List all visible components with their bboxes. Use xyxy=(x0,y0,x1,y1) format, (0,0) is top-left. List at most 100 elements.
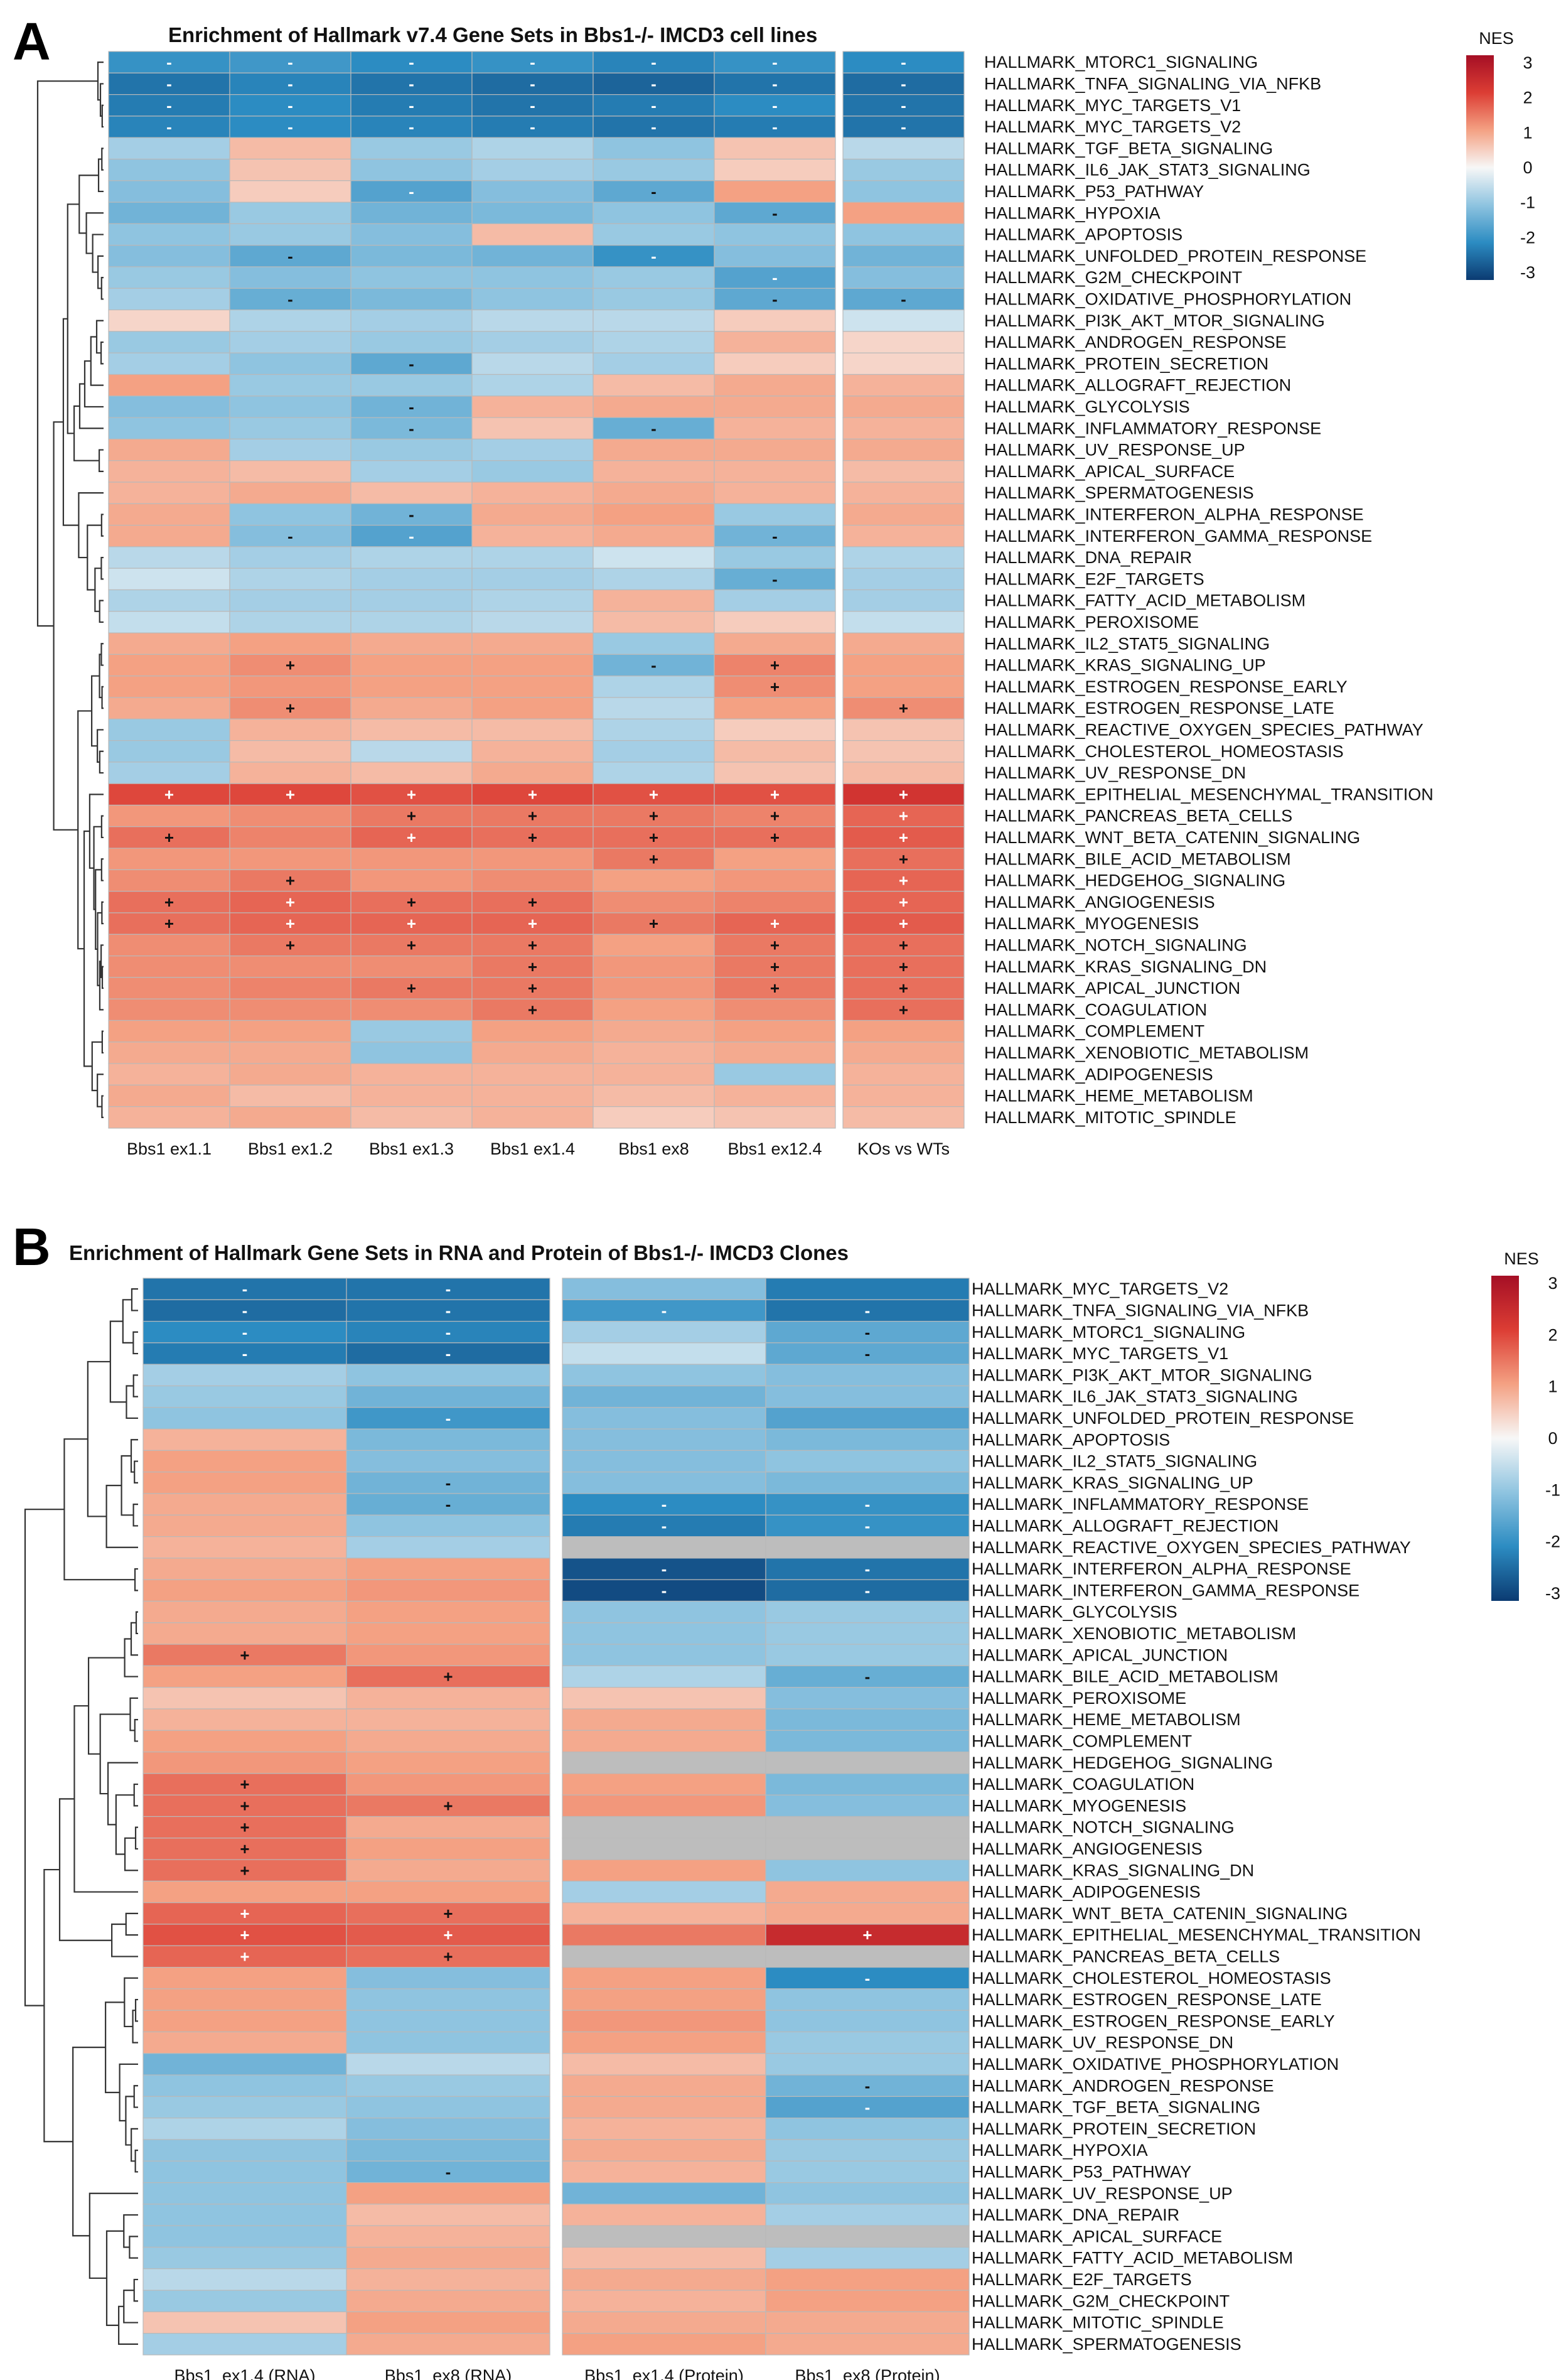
column-label: Bbs1_ex1.4 (Protein) xyxy=(584,2366,744,2380)
significance-mark: - xyxy=(242,1323,248,1342)
row-label: HALLMARK_OXIDATIVE_PHOSPHORYLATION xyxy=(984,289,1351,308)
significance-mark: - xyxy=(662,1581,667,1600)
heatmap-cell xyxy=(346,2290,550,2313)
heatmap-cell xyxy=(229,288,351,311)
significance-mark: - xyxy=(242,1301,248,1320)
heatmap-cell xyxy=(842,180,965,203)
heatmap-cell xyxy=(714,546,836,569)
heatmap-cell xyxy=(765,1773,970,1796)
significance-mark: - xyxy=(530,53,535,72)
heatmap-cell xyxy=(714,912,836,935)
heatmap-cell xyxy=(714,1020,836,1043)
heatmap-cell xyxy=(346,2096,550,2119)
significance-mark: + xyxy=(164,914,174,933)
heatmap-cell xyxy=(346,1407,550,1430)
heatmap-cell xyxy=(842,1063,965,1085)
heatmap-cell xyxy=(562,1902,766,1925)
significance-mark: + xyxy=(286,871,295,890)
dendrogram-branch xyxy=(97,729,104,763)
heatmap-cell xyxy=(562,2246,766,2270)
significance-mark: - xyxy=(166,117,172,136)
row-label: HALLMARK_XENOBIOTIC_METABOLISM xyxy=(984,1043,1309,1062)
heatmap-cell xyxy=(714,1084,836,1107)
heatmap-cell xyxy=(108,568,230,591)
heatmap-cell xyxy=(142,1773,347,1796)
heatmap-cell xyxy=(142,1428,347,1451)
heatmap-cell xyxy=(229,438,351,461)
heatmap-cell xyxy=(108,482,230,504)
dendrogram-branch xyxy=(99,961,104,1011)
significance-mark: + xyxy=(899,979,908,998)
heatmap-cell xyxy=(562,1665,766,1688)
heatmap-cell xyxy=(842,891,965,913)
row-label: HALLMARK_TGF_BETA_SIGNALING xyxy=(984,139,1273,158)
heatmap-cell xyxy=(471,72,594,95)
heatmap-cell xyxy=(714,524,836,547)
dendrogram-branch xyxy=(123,2290,138,2323)
dendrogram-branch xyxy=(100,277,104,300)
heatmap-cell xyxy=(842,352,965,375)
heatmap-cell xyxy=(714,589,836,612)
heatmap-cell xyxy=(562,1644,766,1667)
heatmap-cell xyxy=(765,2074,970,2097)
dendrogram-branch xyxy=(123,2214,138,2248)
significance-mark: + xyxy=(286,699,295,718)
heatmap-cell xyxy=(471,374,594,397)
heatmap-cell xyxy=(714,934,836,957)
row-label: HALLMARK_DNA_REPAIR xyxy=(972,2205,1179,2224)
heatmap-cell xyxy=(350,1106,473,1129)
heatmap-cell xyxy=(842,245,965,267)
significance-mark: - xyxy=(901,289,906,308)
dendrogram-branch xyxy=(101,104,104,128)
heatmap-cell xyxy=(229,546,351,569)
heatmap-cell xyxy=(346,1600,550,1623)
heatmap-cell xyxy=(562,2010,766,2033)
dendrogram-branch xyxy=(78,175,99,234)
dendrogram-branch xyxy=(131,1288,138,1311)
heatmap-cell xyxy=(346,2246,550,2270)
heatmap-cell xyxy=(142,1967,347,1990)
dendrogram-branch xyxy=(125,1912,138,1936)
row-label: HALLMARK_DNA_REPAIR xyxy=(984,548,1192,567)
significance-mark: - xyxy=(651,656,657,675)
heatmap-cell xyxy=(229,1020,351,1043)
heatmap-cell xyxy=(562,1687,766,1710)
heatmap-cell xyxy=(765,1364,970,1387)
significance-mark: + xyxy=(899,828,908,847)
row-label: HALLMARK_ADIPOGENESIS xyxy=(972,1883,1201,1902)
heatmap-cell xyxy=(593,589,715,612)
dendrogram-branch xyxy=(105,1485,138,1548)
dendrogram-branch xyxy=(133,2278,138,2302)
significance-mark: + xyxy=(770,785,780,804)
heatmap-cell xyxy=(842,848,965,870)
heatmap-cell xyxy=(350,202,473,225)
significance-mark: + xyxy=(649,828,658,847)
significance-mark: - xyxy=(865,1581,871,1600)
heatmap-cell xyxy=(765,2010,970,2033)
heatmap-cell xyxy=(350,331,473,353)
significance-mark: - xyxy=(651,247,657,266)
legend-tick: 1 xyxy=(1548,1377,1557,1396)
heatmap-cell xyxy=(142,2225,347,2248)
dendrogram-branch xyxy=(99,1713,131,1795)
heatmap-cell xyxy=(562,1385,766,1408)
heatmap-cell xyxy=(842,460,965,483)
heatmap-cell xyxy=(108,245,230,267)
dendrogram-branch xyxy=(91,675,100,747)
significance-mark: + xyxy=(443,1667,453,1686)
heatmap-cell xyxy=(346,1342,550,1365)
heatmap-cell xyxy=(229,266,351,289)
heatmap-cell xyxy=(562,1450,766,1473)
heatmap-cell xyxy=(350,697,473,719)
heatmap-cell xyxy=(229,223,351,246)
heatmap-cell xyxy=(562,1536,766,1559)
significance-mark: + xyxy=(443,1925,453,1944)
heatmap-cell xyxy=(593,762,715,784)
dendrogram-branch xyxy=(63,1438,136,1581)
heatmap-cell xyxy=(229,396,351,418)
heatmap-cell xyxy=(593,977,715,999)
heatmap-cell xyxy=(593,116,715,138)
heatmap-cell xyxy=(593,438,715,461)
heatmap-cell xyxy=(350,137,473,160)
dendrogram-branch xyxy=(93,826,102,910)
